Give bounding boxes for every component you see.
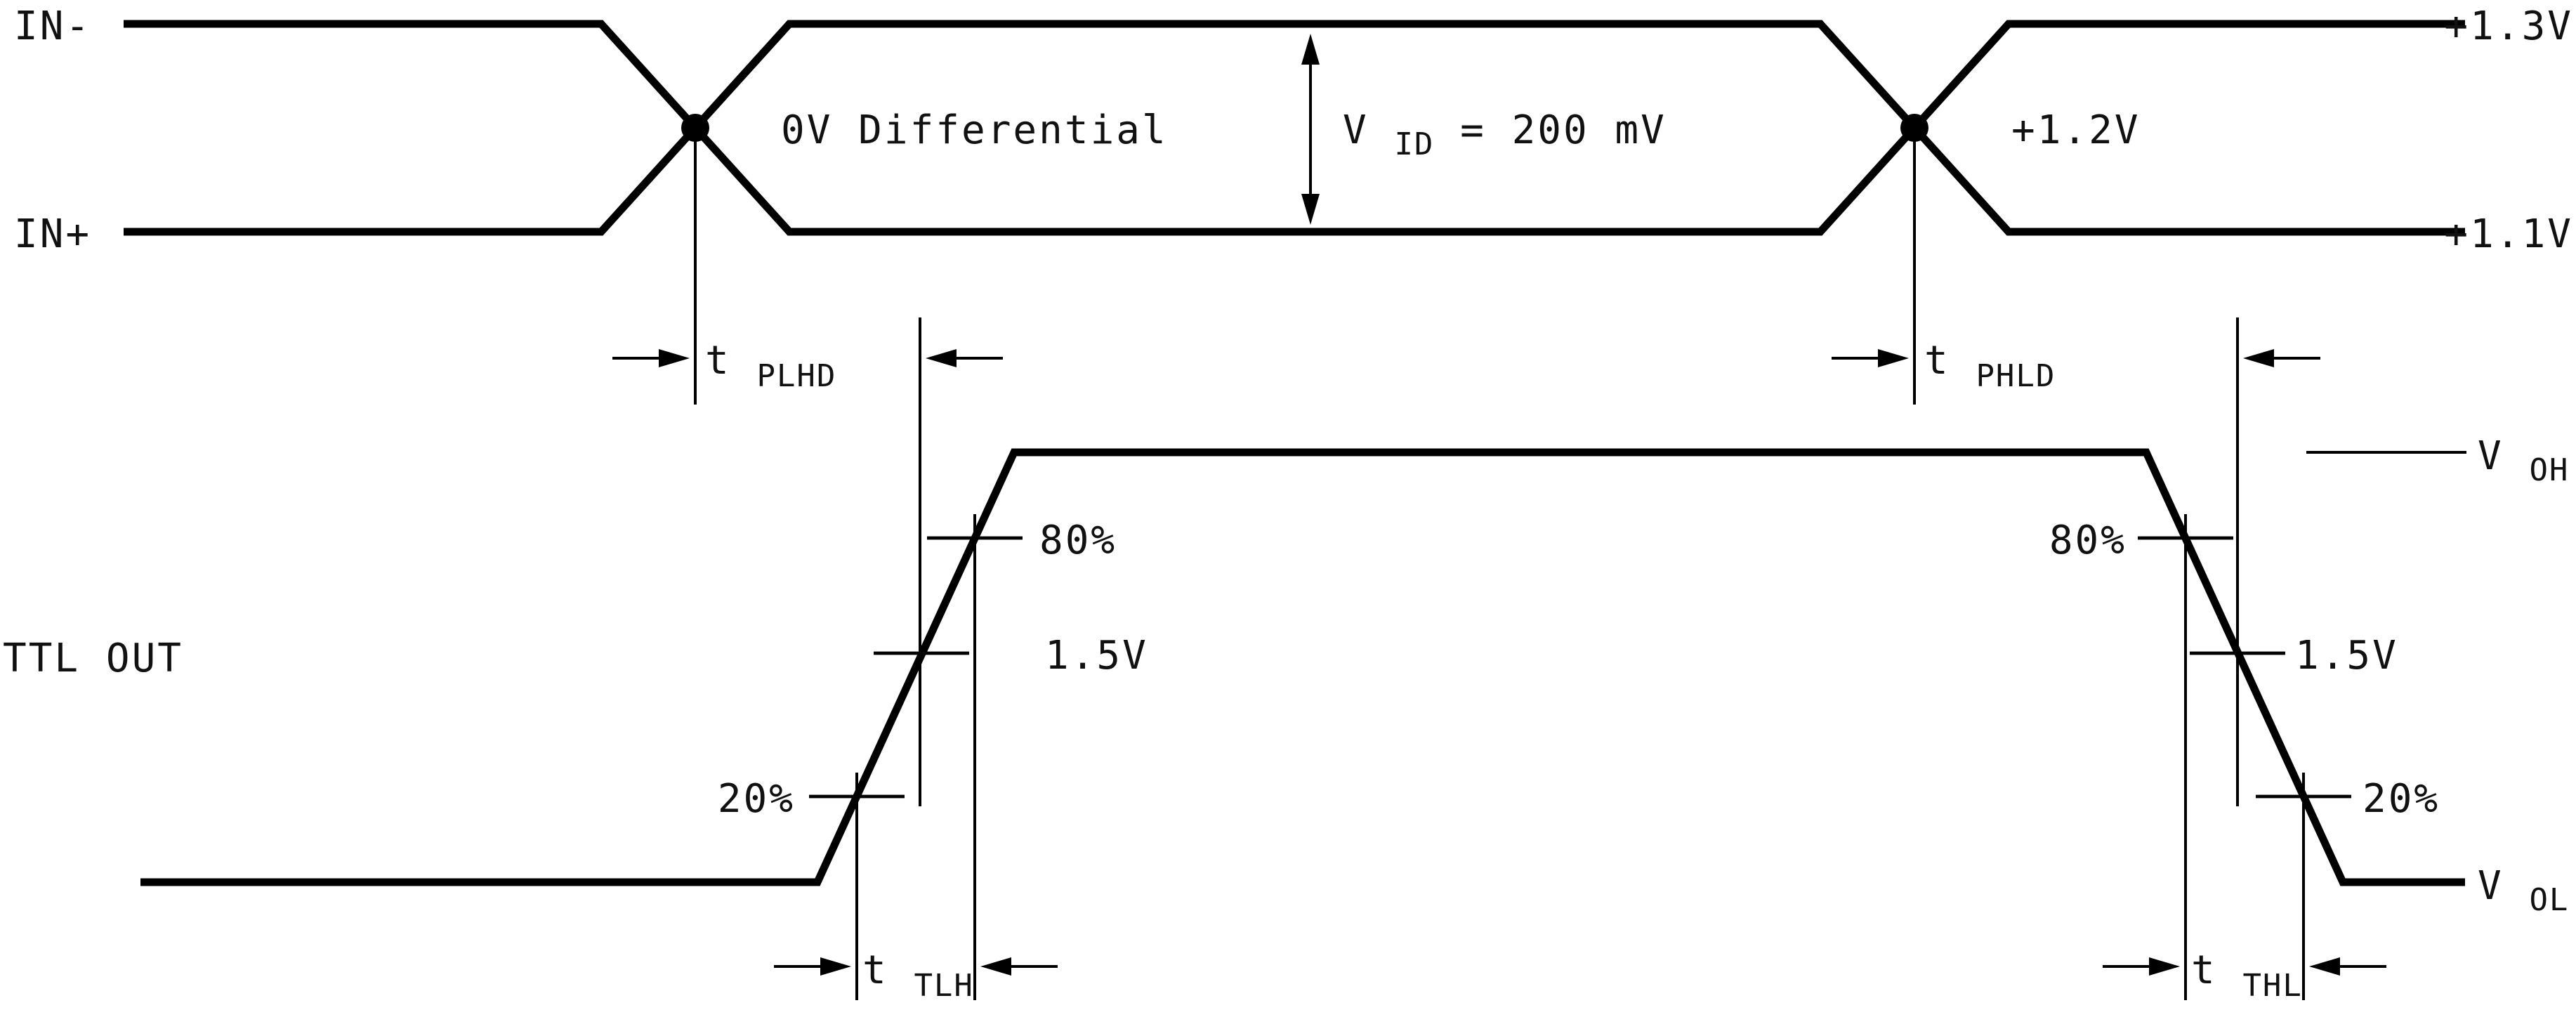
vid-label-sub: ID (1394, 126, 1434, 162)
level-1v1-label: +1.1V (2444, 211, 2573, 257)
tphld-right-arrowhead (2243, 349, 2274, 367)
output-waveform-group: TTL OUT V OH V OL (3, 433, 2569, 918)
vol-label-main: V (2478, 863, 2504, 909)
tphld-label-main: t (1924, 338, 1950, 383)
crossing-level-label: +1.2V (2011, 107, 2141, 153)
voh-label-sub: OH (2529, 452, 2569, 488)
fall-15v-label: 1.5V (2295, 633, 2398, 678)
tplhd-label: t PLHD (705, 338, 836, 394)
tplhd-left-arrowhead (659, 349, 690, 367)
ttl-out-waveform (140, 448, 2465, 886)
vol-label-sub: OL (2529, 882, 2569, 918)
level-1v3-label: +1.3V (2444, 4, 2573, 49)
tphld-label-sub: PHLD (1976, 358, 2056, 394)
ttlh-measurement: t TLH (774, 514, 1058, 1004)
fall-20-label: 20% (2363, 776, 2440, 822)
tplhd-right-arrowhead (926, 349, 957, 367)
ttlh-left-arrowhead (820, 957, 851, 976)
voh-label-main: V (2478, 433, 2504, 479)
in-plus-waveform (124, 20, 2465, 236)
vid-arrow (1301, 34, 1320, 225)
rise-20-label: 20% (718, 776, 795, 822)
tphld-label: t PHLD (1924, 338, 2056, 394)
tplhd-measurement: t PLHD (612, 133, 1003, 806)
vid-label-rest: = 200 mV (1460, 107, 1667, 153)
vol-label: V OL (2478, 863, 2569, 918)
tthl-label: t THL (2191, 947, 2303, 1004)
rise-15v-label: 1.5V (1045, 633, 1148, 678)
tplhd-label-main: t (705, 338, 731, 383)
vid-label-main: V (1343, 107, 1369, 153)
vid-arrowhead-down (1301, 194, 1320, 225)
in-plus-label: IN+ (14, 211, 91, 257)
crossing-dot-left (681, 114, 709, 142)
falling-edge-thresholds: 80% 1.5V 20% (2049, 518, 2440, 822)
rise-80-label: 80% (1039, 518, 1117, 563)
tthl-label-main: t (2191, 947, 2217, 993)
tthl-label-sub: THL (2242, 968, 2302, 1004)
in-minus-waveform (124, 20, 2465, 236)
tthl-right-arrowhead (2309, 957, 2340, 976)
tthl-measurement: t THL (2103, 514, 2386, 1004)
tthl-left-arrowhead (2149, 957, 2180, 976)
ttlh-label-sub: TLH (914, 968, 973, 1004)
vid-arrowhead-up (1301, 34, 1320, 65)
in-minus-label: IN- (14, 4, 91, 49)
ttlh-label-main: t (862, 947, 888, 993)
fall-80-label: 80% (2049, 518, 2127, 563)
voh-label: V OH (2478, 433, 2569, 488)
ttlh-label: t TLH (862, 947, 974, 1004)
ttlh-right-arrowhead (980, 957, 1011, 976)
vid-label: V ID = 200 mV (1343, 107, 1667, 164)
tphld-left-arrowhead (1878, 349, 1909, 367)
rising-edge-thresholds: 80% 1.5V 20% (718, 518, 1148, 822)
zero-differential-label: 0V Differential (781, 107, 1168, 153)
ttl-out-label: TTL OUT (3, 636, 183, 681)
input-waveforms: IN- IN+ +1.3V +1.1V 0V Differential +1.2… (14, 4, 2573, 257)
tplhd-label-sub: PLHD (756, 358, 836, 394)
crossing-dot-right (1900, 114, 1928, 142)
tphld-measurement: t PHLD (1832, 133, 2320, 806)
